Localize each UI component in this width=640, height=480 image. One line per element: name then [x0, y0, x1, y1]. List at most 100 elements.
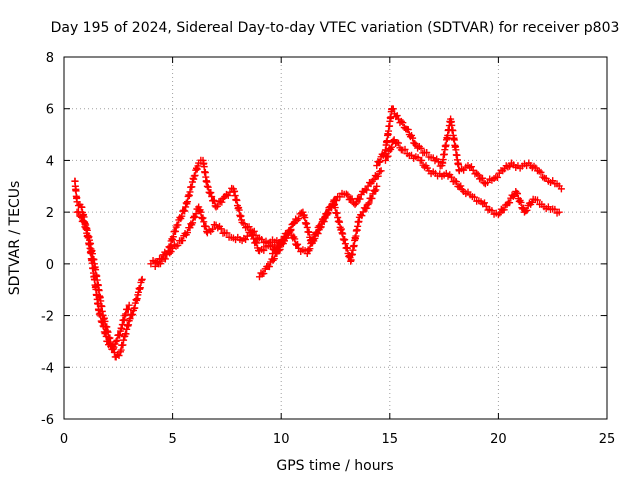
data-point	[551, 205, 559, 213]
data-point	[535, 167, 543, 175]
series-6	[269, 182, 381, 265]
y-tick-label: 8	[46, 51, 54, 66]
data-point	[317, 220, 325, 228]
data-point	[537, 168, 545, 176]
data-point	[517, 198, 525, 206]
x-tick-label: 15	[382, 432, 399, 447]
data-point	[291, 235, 299, 243]
data-point	[253, 239, 261, 247]
axes: 0 5 10 15 20 25 -6 -4 -2 0 2 4 6 8	[41, 51, 615, 447]
x-tick-label: 5	[168, 432, 176, 447]
data-point	[351, 200, 359, 208]
data-point	[368, 194, 376, 202]
data-point	[156, 260, 164, 268]
data-point	[208, 193, 216, 201]
data-point	[209, 225, 217, 233]
data-point	[506, 199, 514, 207]
data-point	[411, 139, 419, 147]
data-point	[81, 223, 89, 231]
data-point	[199, 214, 207, 222]
data-point	[363, 204, 371, 212]
data-point	[121, 312, 129, 320]
data-point	[377, 167, 385, 175]
data-point	[242, 236, 250, 243]
data-point	[533, 196, 541, 204]
grid	[64, 57, 607, 419]
data-point	[359, 208, 367, 216]
data-point	[203, 182, 211, 190]
data-point	[376, 168, 384, 176]
data-point	[294, 240, 302, 248]
data-point	[223, 229, 231, 237]
data-point	[197, 208, 205, 216]
data-point	[74, 208, 82, 216]
data-point	[371, 187, 379, 195]
data-point	[467, 163, 475, 171]
data-point	[365, 199, 373, 207]
data-point	[138, 275, 146, 283]
data-point	[287, 226, 295, 234]
data-point	[110, 343, 118, 351]
data-point	[372, 186, 380, 194]
data-point	[500, 206, 508, 214]
data-point	[447, 173, 455, 181]
data-point	[494, 173, 502, 181]
data-point	[480, 199, 488, 207]
data-point	[218, 198, 226, 206]
data-point	[122, 310, 130, 318]
data-point	[113, 336, 121, 344]
data-point	[219, 194, 227, 202]
data-point	[270, 255, 278, 263]
data-point	[530, 162, 538, 170]
data-point	[373, 182, 381, 190]
data-point	[423, 148, 431, 156]
data-point	[344, 191, 352, 199]
data-point	[115, 352, 123, 360]
series-7	[373, 105, 565, 193]
data-point	[514, 190, 522, 198]
y-tick-label: -6	[41, 413, 54, 428]
data-point	[539, 173, 547, 181]
data-point	[401, 145, 409, 153]
plot-frame	[63, 56, 608, 420]
data-point	[399, 119, 407, 127]
data-point	[417, 144, 425, 152]
data-point	[129, 310, 137, 318]
data-point	[183, 229, 191, 237]
data-point	[473, 169, 481, 177]
data-point	[167, 248, 175, 256]
data-point	[112, 337, 120, 345]
data-point	[195, 207, 203, 215]
data-point	[202, 223, 210, 231]
series-2	[73, 208, 133, 353]
data-point	[352, 199, 360, 207]
data-point	[272, 246, 280, 254]
data-point	[457, 182, 465, 190]
data-point	[217, 225, 225, 233]
data-point	[174, 221, 182, 229]
data-point	[394, 139, 402, 147]
data-point	[116, 331, 124, 339]
y-tick-label: 6	[46, 103, 54, 118]
data-point	[295, 215, 303, 223]
data-point	[191, 213, 199, 221]
data-point	[200, 218, 208, 226]
data-point	[243, 232, 251, 240]
data-point	[418, 156, 426, 164]
data-point	[478, 174, 486, 182]
data-point	[250, 227, 258, 235]
data-point	[269, 256, 277, 264]
data-point	[204, 183, 212, 191]
data-point	[260, 270, 268, 278]
plot-area	[71, 105, 565, 361]
data-point	[376, 158, 384, 166]
data-point	[374, 172, 382, 180]
data-point	[381, 156, 389, 164]
y-tick-label: 0	[46, 258, 54, 273]
x-tick-label: 10	[273, 432, 290, 447]
series-4	[151, 203, 290, 270]
data-point	[336, 193, 344, 201]
data-point	[388, 143, 396, 151]
data-point	[193, 165, 201, 173]
data-point	[189, 219, 197, 227]
